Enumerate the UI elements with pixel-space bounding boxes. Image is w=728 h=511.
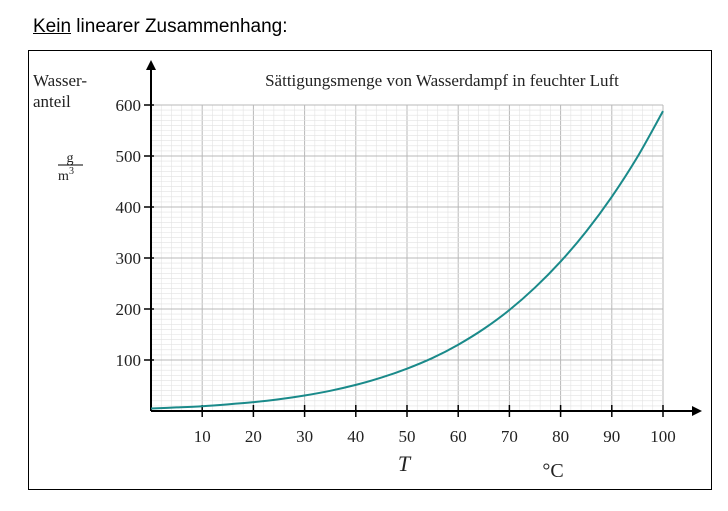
x-tick-label: 60 — [450, 427, 467, 446]
y-tick-label: 300 — [116, 249, 142, 268]
y-tick-label: 500 — [116, 147, 142, 166]
x-tick-label: 40 — [347, 427, 364, 446]
ylabel-line2: anteil — [33, 92, 71, 111]
chart-title: Sättigungsmenge von Wasserdampf in feuch… — [265, 71, 619, 90]
labels: Sättigungsmenge von Wasserdampf in feuch… — [33, 71, 619, 482]
x-tick-label: 30 — [296, 427, 313, 446]
heading-rest: linearer Zusammenhang: — [71, 16, 288, 37]
x-tick-label: 20 — [245, 427, 262, 446]
y-tick-label: 100 — [116, 351, 142, 370]
yunit-numerator: g — [67, 151, 74, 166]
y-tick-label: 200 — [116, 300, 142, 319]
ylabel-line1: Wasser- — [33, 71, 87, 90]
y-tick-label: 600 — [116, 96, 142, 115]
x-tick-label: 90 — [603, 427, 620, 446]
xlabel: T — [398, 451, 412, 476]
x-tick-label: 50 — [399, 427, 416, 446]
x-tick-label: 100 — [650, 427, 676, 446]
y-tick-label: 400 — [116, 198, 142, 217]
yunit-denominator: m3 — [58, 166, 74, 184]
x-tick-label: 70 — [501, 427, 518, 446]
axes — [146, 60, 702, 416]
xunit: °C — [542, 460, 563, 482]
x-tick-label: 10 — [194, 427, 211, 446]
chart-frame — [28, 50, 712, 490]
heading: Kein linearer Zusammenhang: — [33, 16, 288, 38]
grid — [151, 104, 664, 411]
heading-underlined-word: Kein — [33, 16, 72, 37]
yunit-exponent: 3 — [69, 166, 74, 177]
series-line — [150, 110, 664, 410]
x-tick-label: 80 — [552, 427, 569, 446]
ticks: 10 20 30 40 50 60 70 80 90 100 100 200 300 400 500 600 — [116, 96, 676, 446]
